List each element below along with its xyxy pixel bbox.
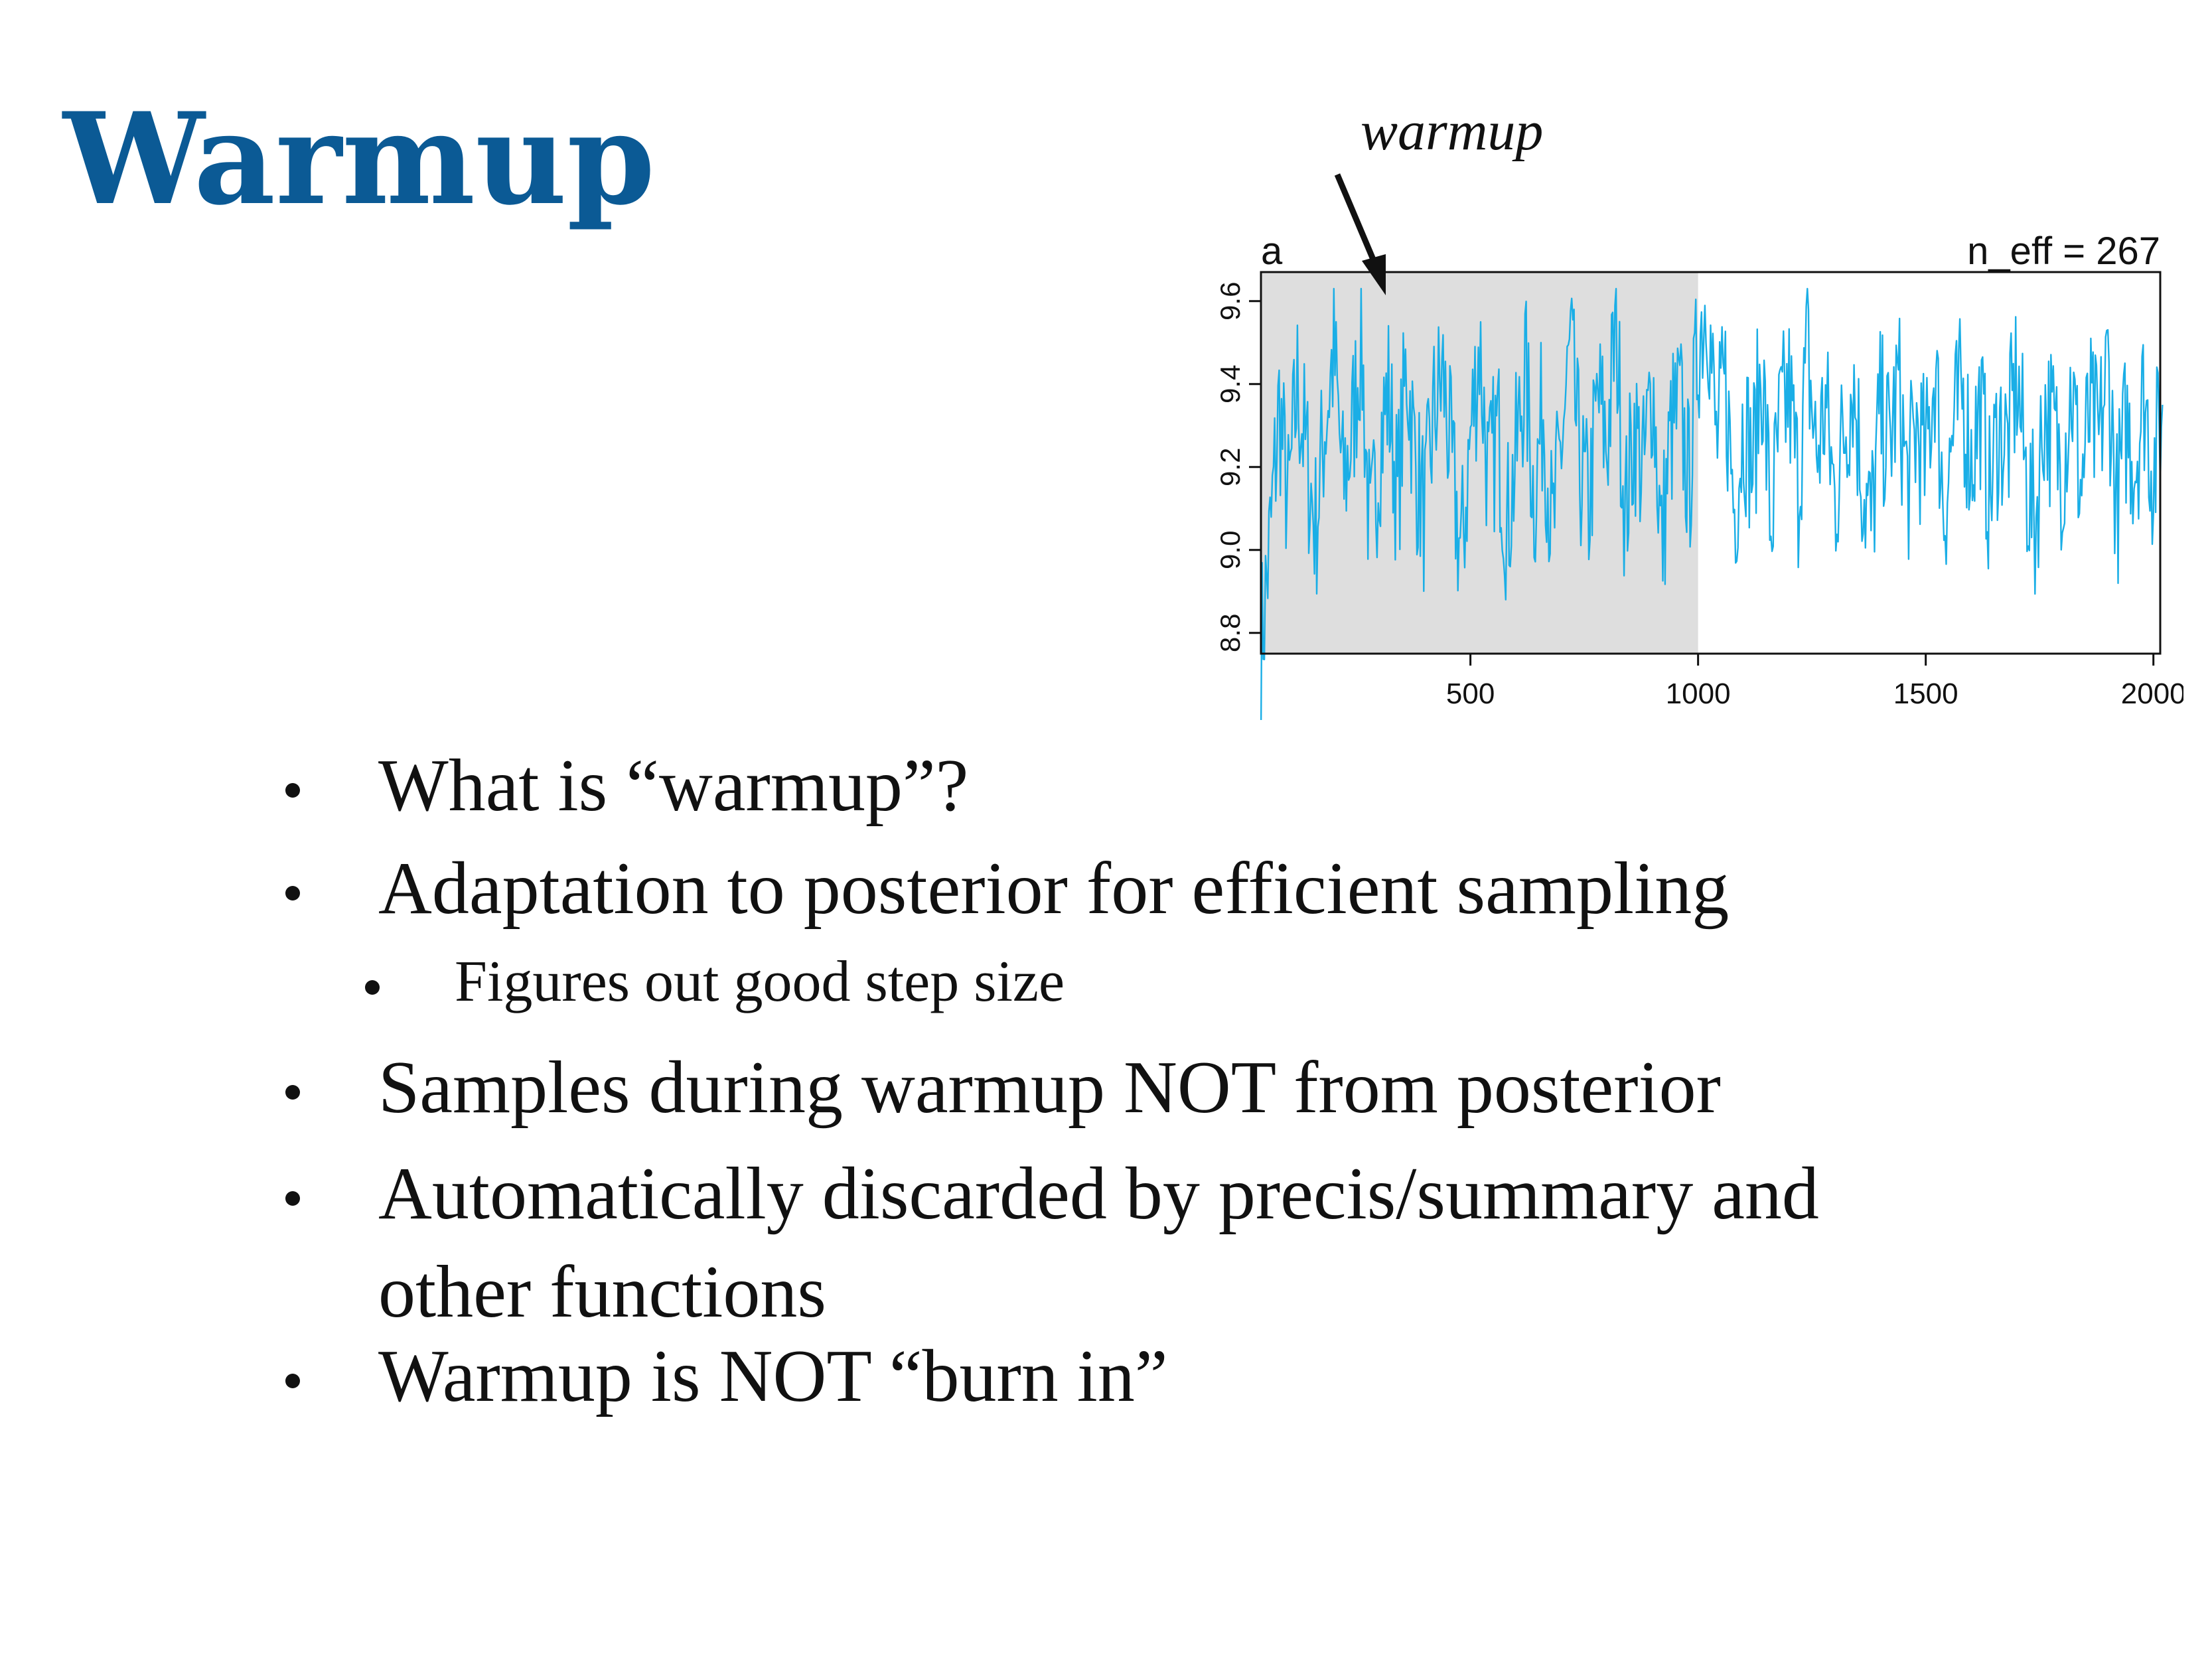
- x-tick-label: 1000: [1666, 678, 1731, 710]
- bullet-item: Warmup is NOT “burn in”: [285, 1327, 1168, 1425]
- plot-frame: [1260, 271, 2162, 655]
- slide-title: Warmup: [63, 85, 656, 233]
- bullet-text: Samples during warmup NOT from posterior: [378, 1046, 1721, 1129]
- bullet-dot-icon: [285, 783, 300, 798]
- y-tick-label: 9.4: [1215, 365, 1246, 403]
- annotation-arrow-shaft: [1334, 173, 1380, 270]
- bullet-text: Automatically discarded by precis/summar…: [378, 1153, 1819, 1235]
- trace-plot: 500 1000 1500 2000 8.8 9.0 9.2 9.4 9.6 a n_eff = 2…: [1175, 103, 2183, 720]
- bullet-item: Adaptation to posterior for efficient sa…: [285, 839, 1730, 938]
- bullet-text: What is “warmup”?: [378, 745, 969, 827]
- bullet-dot-icon: [285, 1374, 300, 1388]
- chart-title: a: [1261, 230, 1283, 273]
- x-tick-label: 500: [1446, 678, 1495, 710]
- y-tick-label: 9.2: [1215, 448, 1246, 486]
- x-tick-label: 1500: [1893, 678, 1958, 710]
- y-tick-label: 8.8: [1215, 614, 1246, 652]
- bullet-item: What is “warmup”?: [285, 737, 969, 835]
- bullet-dot-icon: [285, 886, 300, 901]
- trace-plot-svg: 500 1000 1500 2000 8.8 9.0 9.2 9.4 9.6 a n_eff = 2…: [1215, 103, 2183, 720]
- bullet-item: Samples during warmup NOT from posterior: [285, 1039, 1721, 1137]
- y-tick-label: 9.6: [1215, 282, 1246, 321]
- bullet-text: other functions: [378, 1251, 826, 1333]
- warmup-annotation: warmup: [1361, 103, 1543, 162]
- bullet-item: Figures out good step size: [365, 946, 1065, 1019]
- bullet-text: Figures out good step size: [455, 950, 1065, 1014]
- x-tick-label: 2000: [2121, 678, 2183, 710]
- bullet-text: Warmup is NOT “burn in”: [378, 1335, 1168, 1417]
- bullet-dot-icon: [365, 980, 380, 995]
- bullet-dot-icon: [285, 1191, 300, 1206]
- trace-line: [1260, 287, 2164, 720]
- bullet-dot-icon: [285, 1085, 300, 1100]
- bullet-text: Adaptation to posterior for efficient sa…: [378, 847, 1730, 930]
- annotation-arrow-head-icon: [1362, 254, 1386, 295]
- n-eff-label: n_eff = 267: [1967, 230, 2160, 273]
- y-tick-label: 9.0: [1215, 531, 1246, 569]
- bullet-item: Automatically discarded by precis/summar…: [285, 1145, 1819, 1341]
- warmup-region: [1261, 272, 1698, 654]
